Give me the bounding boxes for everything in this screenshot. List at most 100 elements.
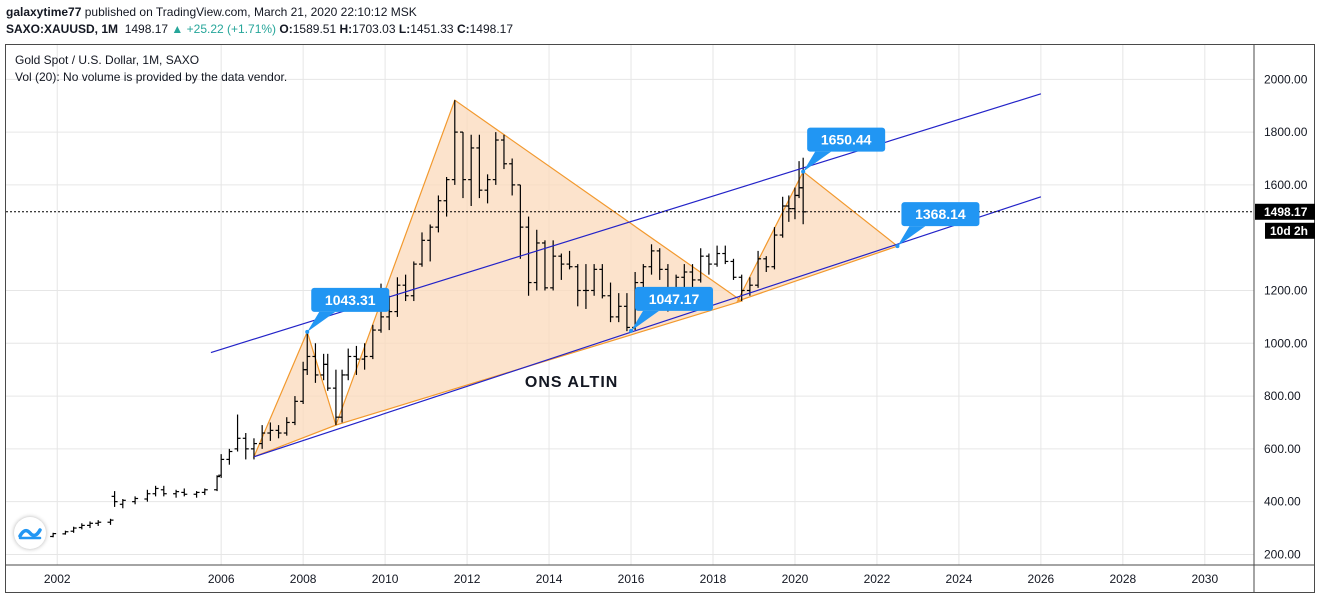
ohlc-bar [533, 229, 540, 291]
callout-box [635, 286, 714, 311]
author-name[interactable]: galaxytime77 [6, 5, 82, 19]
countdown-tag [1265, 222, 1315, 239]
x-tick-label: 2012 [454, 572, 481, 586]
volume-legend: Vol (20): No volume is provided by the d… [15, 70, 288, 84]
ohlc-bar [615, 293, 622, 323]
ohlc-bar [242, 433, 249, 460]
x-tick-label: 2010 [372, 572, 399, 586]
y-tick-label: 1800.00 [1264, 125, 1308, 139]
ohlc-bar [591, 264, 598, 296]
tradingview-logo-icon[interactable] [14, 517, 46, 549]
callout-anchor [801, 169, 806, 174]
ohlc-bar [132, 496, 139, 505]
y-tick-label: 800.00 [1264, 389, 1301, 403]
chart-frame[interactable] [5, 44, 1315, 593]
ohlc-bar [320, 353, 327, 381]
ohlc-bar [291, 396, 298, 426]
ohlc-bar [193, 491, 200, 498]
ohlc-bar [419, 232, 425, 267]
ohlc-bar [509, 158, 516, 196]
close-label: C: [456, 22, 470, 36]
callout-box [901, 202, 980, 227]
x-tick-label: 2030 [1191, 572, 1218, 586]
ohlc-bar [226, 448, 233, 465]
ohlc-bar [451, 100, 458, 185]
x-tick-label: 2008 [290, 572, 317, 586]
price-callout[interactable]: 1043.31 [305, 287, 390, 334]
ohlc-bar [492, 132, 499, 185]
y-tick-label: 400.00 [1264, 495, 1301, 509]
close-value: 1498.17 [469, 22, 514, 36]
callout-anchor [305, 329, 310, 334]
ohlc-bar [623, 293, 630, 332]
callout-pointer [897, 226, 926, 247]
y-tick-label: 1600.00 [1264, 178, 1308, 192]
ohlc-bar [152, 485, 159, 497]
channel-line[interactable] [253, 196, 1042, 458]
ohlc-bar [50, 532, 57, 538]
ohlc-bar [267, 422, 274, 441]
ohlc-bar [550, 240, 557, 291]
ohlc-bar [714, 245, 721, 267]
high-value: 1703.03 [352, 22, 396, 36]
ohlc-bar [722, 245, 729, 265]
callout-box [807, 127, 886, 152]
ohlc-bar [656, 248, 663, 280]
ohlc-bar [87, 521, 94, 529]
ohlc-bar [234, 414, 241, 452]
x-tick-label: 2018 [700, 572, 727, 586]
triangle-pattern [252, 330, 337, 458]
ohlc-bar [304, 331, 311, 375]
ohlc-bar [332, 369, 339, 426]
ohlc-bar [468, 134, 475, 207]
ohlc-bar [771, 227, 778, 270]
y-tick-label: 2000.00 [1264, 72, 1308, 86]
price-callout[interactable]: 1368.14 [895, 202, 980, 249]
ohlc-bar [484, 174, 491, 204]
ohlc-bar [107, 518, 114, 525]
symbol-label: SAXO:XAUUSD, 1M [6, 22, 119, 36]
price-callout[interactable]: 1047.17 [629, 286, 714, 333]
ohlc-bar [345, 348, 352, 381]
triangle-pattern [736, 170, 899, 303]
ohlc-bar [582, 264, 589, 309]
ohlc-bar [218, 454, 225, 478]
publication-line: galaxytime77 published on TradingView.co… [6, 4, 417, 20]
ohlc-bar [361, 343, 368, 370]
countdown-tag-label: 10d 2h [1270, 224, 1308, 238]
x-tick-label: 2022 [864, 572, 891, 586]
ohlc-bar [785, 195, 792, 222]
current-price-tag [1255, 203, 1315, 220]
chart-annotation-text[interactable]: ONS ALTIN [525, 374, 618, 391]
x-tick-label: 2026 [1028, 572, 1055, 586]
ohlc-bar [144, 489, 151, 502]
ohlc-bar [394, 277, 401, 317]
ohlc-bar [181, 488, 188, 497]
price-change: +25.22 (+1.71%) [186, 22, 277, 36]
callout-pointer [803, 151, 832, 172]
ohlc-bar [312, 343, 319, 383]
ohlc-bar [558, 253, 565, 280]
ohlc-bar [353, 345, 360, 375]
ohlc-bar [250, 438, 257, 460]
ohlc-bar [214, 475, 221, 492]
high-label: H: [339, 22, 353, 36]
ohlc-bar [779, 196, 786, 238]
callout-label: 1047.17 [649, 291, 700, 307]
ohlc-bar [70, 526, 77, 533]
ohlc-bar [62, 530, 69, 535]
ohlc-bar [119, 499, 126, 509]
x-tick-label: 2006 [208, 572, 235, 586]
low-label: L: [398, 22, 411, 36]
x-tick-label: 2002 [44, 572, 71, 586]
ohlc-bar [525, 216, 532, 296]
price-callout[interactable]: 1650.44 [801, 127, 886, 174]
ohlc-bar [738, 274, 745, 302]
ohlc-bar [339, 369, 346, 423]
ohlc-bar [599, 264, 606, 299]
ohlc-bar [689, 264, 696, 291]
ohlc-bar [78, 523, 85, 530]
ohlc-bar [369, 324, 376, 360]
ohlc-bar [111, 491, 118, 507]
